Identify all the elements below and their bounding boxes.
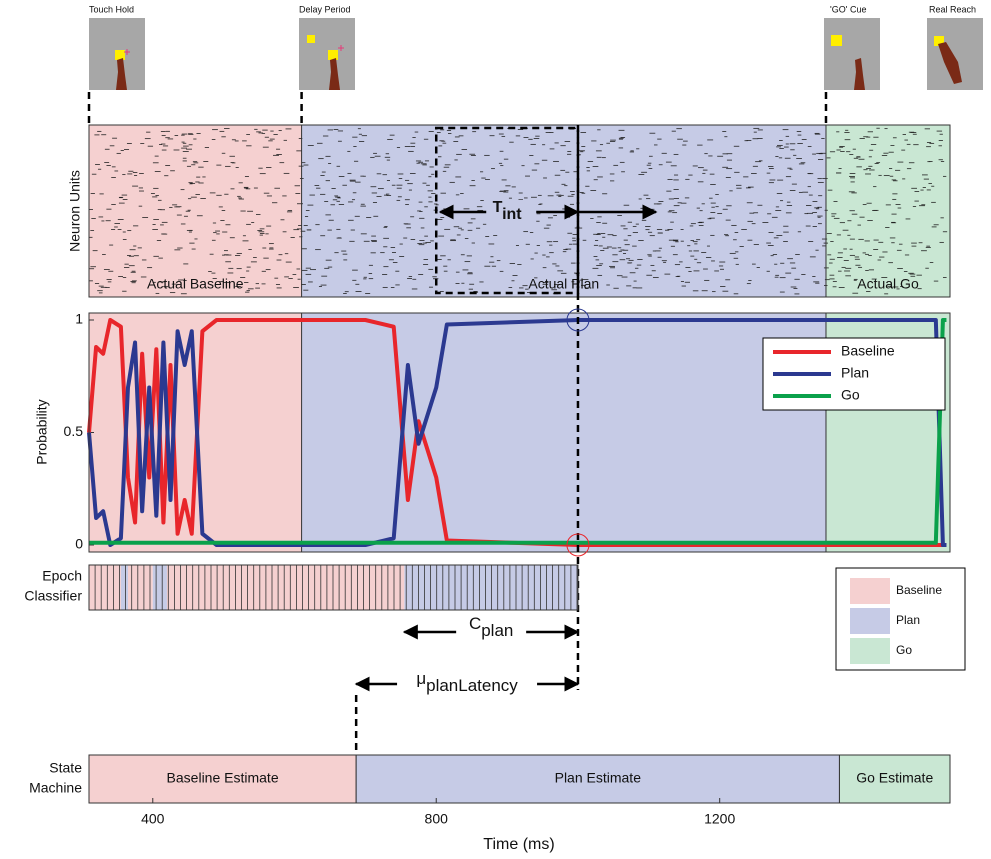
frame-label: Real Reach [929, 4, 976, 14]
plot-epoch [302, 313, 826, 552]
annotation-sub: int [502, 206, 522, 223]
y-tick-label: 1 [75, 311, 83, 327]
state-label: Go Estimate [856, 770, 933, 786]
classifier-segment [89, 565, 121, 610]
y-tick-label: 0 [75, 536, 83, 552]
annotation-main: μ [416, 669, 426, 688]
epoch-label: Actual Baseline [147, 276, 244, 292]
epoch-label: Actual Plan [528, 276, 599, 292]
x-tick-label: 1200 [704, 811, 735, 827]
classifier-segment [121, 565, 128, 610]
legend-label: Plan [841, 365, 869, 381]
classifier-label: Epoch [42, 568, 82, 584]
classifier-segment [167, 565, 404, 610]
epoch-legend-swatch [850, 638, 890, 664]
frame: Real Reach [927, 4, 983, 90]
annotation-sub: planLatency [426, 676, 518, 695]
epoch-legend-label: Baseline [896, 583, 942, 597]
epoch-legend-swatch [850, 608, 890, 634]
classifier-segment [153, 565, 167, 610]
annotation-main: C [469, 614, 481, 633]
legend-label: Baseline [841, 343, 895, 359]
frame: Delay Period [299, 4, 355, 90]
annotation-sub: plan [481, 621, 513, 640]
state-label: Plan Estimate [555, 770, 642, 786]
raster-ylabel: Neuron Units [67, 170, 83, 252]
frame: Touch Hold [89, 4, 145, 90]
frame: 'GO' Cue [824, 4, 880, 90]
state-machine-label: Machine [29, 780, 82, 796]
x-tick-label: 400 [141, 811, 165, 827]
state-machine-label: State [49, 760, 82, 776]
x-axis-label: Time (ms) [483, 836, 554, 853]
y-axis-label: Probability [34, 399, 50, 464]
epoch-legend-swatch [850, 578, 890, 604]
figure: Touch Hold Delay Period 'GO' Cue Real Re… [0, 0, 991, 859]
frame-label: Delay Period [299, 4, 351, 14]
x-tick-label: 800 [425, 811, 449, 827]
epoch-legend-label: Plan [896, 613, 920, 627]
legend-label: Go [841, 387, 860, 403]
y-tick-label: 0.5 [64, 423, 84, 439]
frame-label: 'GO' Cue [830, 4, 866, 14]
epoch-label: Actual Go [857, 276, 919, 292]
epoch-legend-label: Go [896, 643, 912, 657]
classifier-label: Classifier [24, 588, 82, 604]
frame-label: Touch Hold [89, 4, 134, 14]
state-label: Baseline Estimate [167, 770, 279, 786]
